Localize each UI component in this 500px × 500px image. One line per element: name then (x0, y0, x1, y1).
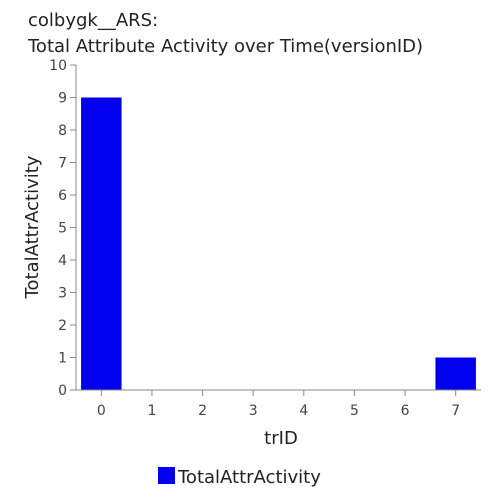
legend-label: TotalAttrActivity (177, 467, 321, 488)
x-axis-ticks: 0 1 2 3 4 5 6 7 (97, 390, 460, 419)
y-tick-label: 3 (58, 286, 67, 302)
y-tick-label: 1 (58, 351, 67, 367)
x-tick-label: 3 (249, 403, 258, 419)
bar-series (81, 97, 476, 390)
chart-title-line-1: colbygk__ARS: (28, 10, 158, 31)
x-tick-label: 7 (451, 403, 460, 419)
y-tick-label: 4 (58, 253, 67, 269)
legend: TotalAttrActivity (158, 467, 321, 488)
y-tick-label: 2 (58, 318, 67, 334)
x-tick-label: 2 (198, 403, 207, 419)
y-tick-label: 10 (49, 58, 67, 74)
x-tick-label: 1 (147, 403, 156, 419)
y-tick-label: 0 (58, 383, 67, 399)
y-tick-label: 9 (58, 91, 67, 107)
x-axis-label: trID (264, 428, 298, 449)
x-tick-label: 4 (299, 403, 308, 419)
x-tick-label: 0 (97, 403, 106, 419)
y-tick-label: 8 (58, 123, 67, 139)
y-tick-label: 5 (58, 221, 67, 237)
chart-title-line-2: Total Attribute Activity over Time(versi… (27, 36, 423, 57)
y-tick-label: 7 (58, 156, 67, 172)
y-axis-ticks: 0 1 2 3 4 5 6 7 8 9 10 (49, 58, 76, 399)
y-tick-label: 6 (58, 188, 67, 204)
bar-7 (435, 357, 476, 390)
x-tick-label: 6 (401, 403, 410, 419)
bar-0 (81, 97, 122, 390)
legend-swatch (158, 467, 175, 484)
y-axis-label: TotalAttrActivity (22, 155, 43, 299)
x-tick-label: 5 (350, 403, 359, 419)
